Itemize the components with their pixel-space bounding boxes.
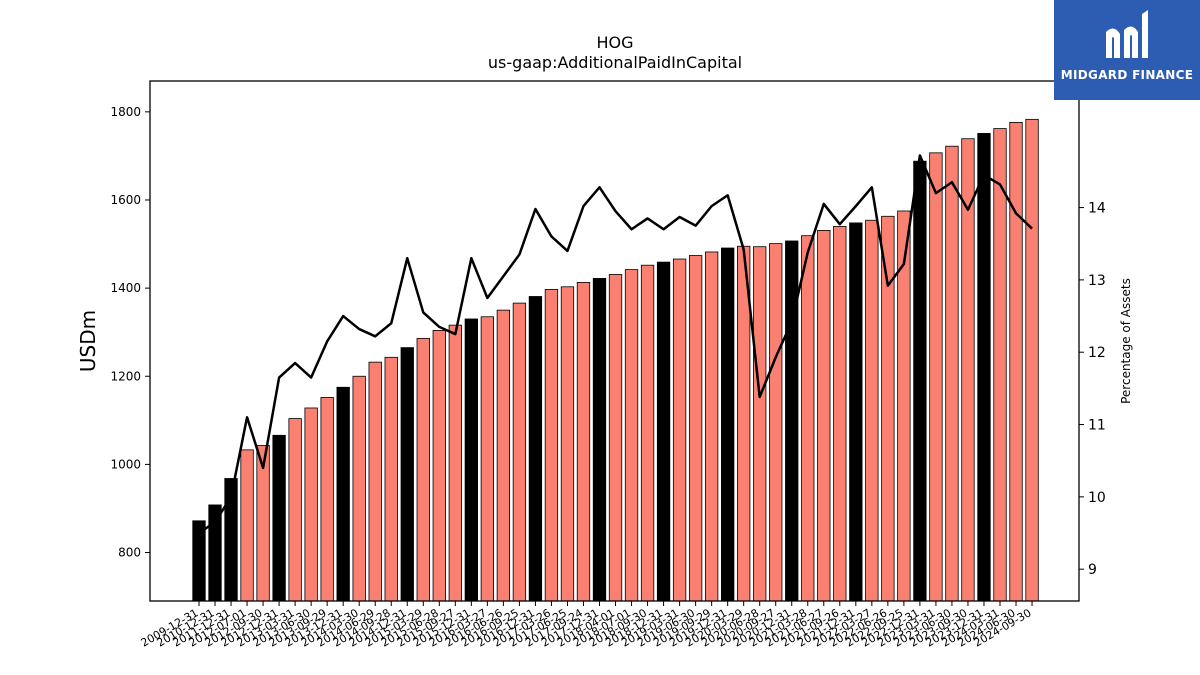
bar xyxy=(704,251,719,602)
bar xyxy=(993,128,1007,602)
bar xyxy=(721,247,735,602)
y2-tick-label: 9 xyxy=(1088,562,1097,578)
y-axis-label: USDm xyxy=(76,310,100,372)
bar xyxy=(1025,118,1039,602)
chart-title: HOG xyxy=(596,33,634,52)
bar xyxy=(785,240,799,602)
bar xyxy=(881,215,895,602)
bar xyxy=(480,316,495,602)
bar xyxy=(592,278,607,602)
bar xyxy=(624,269,639,602)
bar xyxy=(336,386,350,602)
y2-tick-label: 11 xyxy=(1088,418,1106,434)
y-tick-label: 1000 xyxy=(110,457,141,471)
chart-subtitle: us-gaap:AdditionalPaidInCapital xyxy=(487,53,743,72)
y2-tick-label: 14 xyxy=(1088,201,1106,217)
bar xyxy=(384,356,398,602)
bar xyxy=(496,309,511,602)
bar xyxy=(512,302,527,602)
bar xyxy=(576,281,591,602)
bar xyxy=(528,296,543,602)
bar xyxy=(448,324,462,602)
bar xyxy=(865,219,879,602)
bar xyxy=(608,274,623,602)
bar xyxy=(849,222,863,602)
bar xyxy=(945,145,959,602)
bar xyxy=(929,152,943,602)
y2-tick-label: 13 xyxy=(1088,273,1106,289)
bar xyxy=(288,418,302,602)
y2-tick-label: 12 xyxy=(1088,345,1106,361)
bar xyxy=(320,397,334,602)
bar xyxy=(272,434,286,602)
brand-logo: MIDGARD FINANCE xyxy=(1054,0,1200,100)
bar xyxy=(208,504,222,602)
bar xyxy=(416,337,430,602)
bar xyxy=(400,347,414,602)
y2-axis-label: Percentage of Assets xyxy=(1119,278,1133,404)
y-tick-label: 1800 xyxy=(110,105,141,119)
bar xyxy=(656,261,671,602)
bar xyxy=(304,407,318,602)
bar xyxy=(801,235,815,602)
bar xyxy=(769,243,783,602)
series-line xyxy=(198,154,1033,535)
bar xyxy=(640,264,655,602)
bar xyxy=(817,229,831,602)
bar xyxy=(544,289,559,602)
bar xyxy=(688,255,703,602)
bar xyxy=(560,286,575,602)
bar xyxy=(672,258,687,602)
bar xyxy=(977,133,991,602)
y2-tick-label: 10 xyxy=(1088,490,1106,506)
bar xyxy=(240,449,254,602)
mf-logo-icon xyxy=(1106,10,1148,58)
bar xyxy=(432,330,446,602)
y-tick-label: 1400 xyxy=(110,281,141,295)
y-tick-label: 800 xyxy=(118,546,141,560)
bar xyxy=(753,246,767,602)
bar xyxy=(368,361,382,602)
bar xyxy=(1009,122,1023,602)
plot-frame xyxy=(149,80,1080,602)
logo-text: MIDGARD FINANCE xyxy=(1060,68,1194,82)
y-tick-label: 1600 xyxy=(110,193,141,207)
bar xyxy=(913,160,927,602)
bar xyxy=(464,318,478,602)
y-tick-label: 1200 xyxy=(110,369,141,383)
bar xyxy=(352,375,366,602)
bar xyxy=(833,226,847,602)
